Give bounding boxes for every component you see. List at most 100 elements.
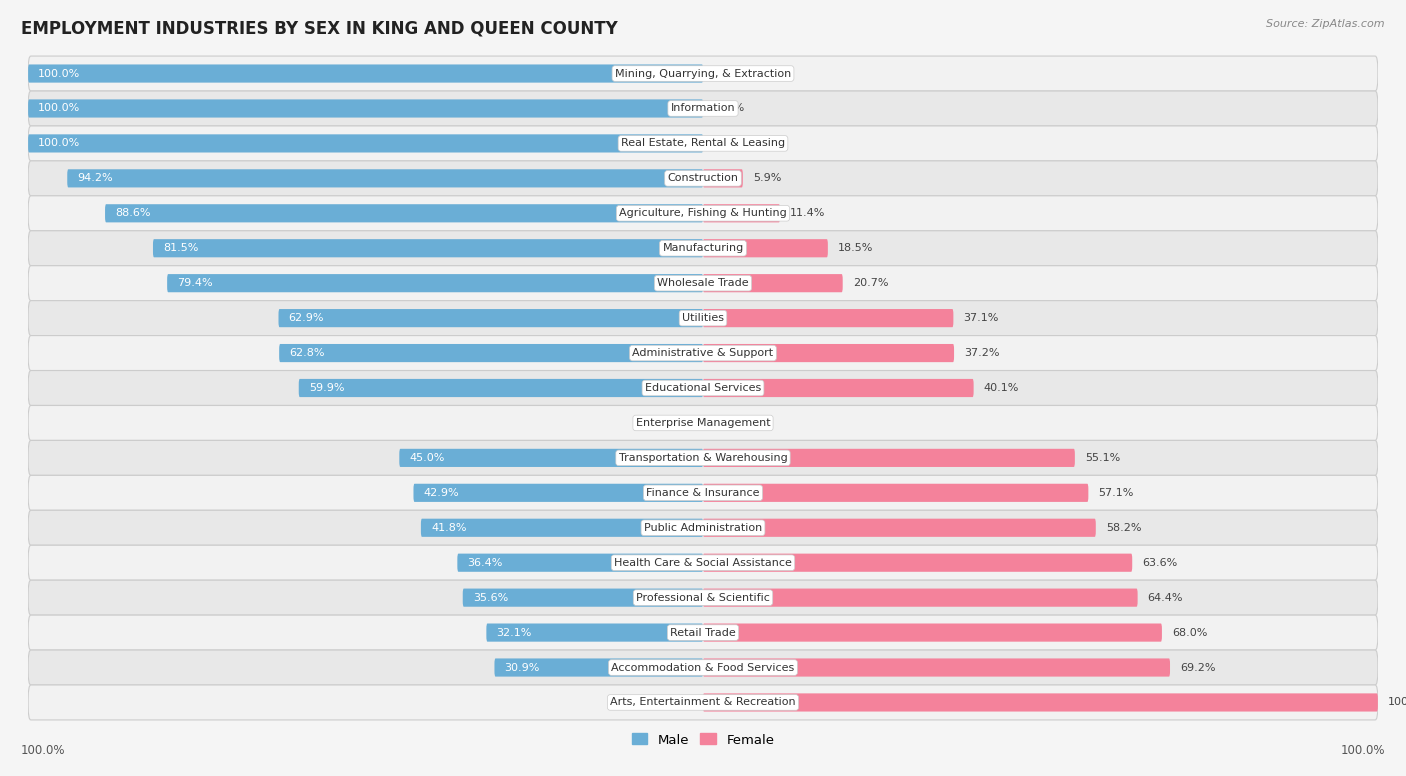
FancyBboxPatch shape [167, 274, 703, 293]
Text: 100.0%: 100.0% [38, 103, 80, 113]
FancyBboxPatch shape [703, 483, 1088, 502]
FancyBboxPatch shape [105, 204, 703, 223]
FancyBboxPatch shape [703, 239, 828, 258]
FancyBboxPatch shape [495, 659, 703, 677]
FancyBboxPatch shape [703, 518, 1095, 537]
Text: 36.4%: 36.4% [467, 558, 503, 568]
Text: EMPLOYMENT INDUSTRIES BY SEX IN KING AND QUEEN COUNTY: EMPLOYMENT INDUSTRIES BY SEX IN KING AND… [21, 19, 617, 37]
FancyBboxPatch shape [28, 134, 703, 153]
Text: 37.1%: 37.1% [963, 314, 998, 323]
Text: Health Care & Social Assistance: Health Care & Social Assistance [614, 558, 792, 568]
Text: Retail Trade: Retail Trade [671, 628, 735, 638]
Text: Construction: Construction [668, 173, 738, 183]
Text: 5.9%: 5.9% [754, 173, 782, 183]
Text: Utilities: Utilities [682, 314, 724, 323]
Text: 41.8%: 41.8% [432, 523, 467, 533]
Text: Finance & Insurance: Finance & Insurance [647, 488, 759, 498]
Text: 69.2%: 69.2% [1180, 663, 1216, 673]
Text: Wholesale Trade: Wholesale Trade [657, 278, 749, 288]
Text: 0.0%: 0.0% [717, 68, 745, 78]
Text: Public Administration: Public Administration [644, 523, 762, 533]
Text: Manufacturing: Manufacturing [662, 243, 744, 253]
Text: 32.1%: 32.1% [496, 628, 531, 638]
Text: Source: ZipAtlas.com: Source: ZipAtlas.com [1267, 19, 1385, 29]
FancyBboxPatch shape [486, 623, 703, 642]
Text: 62.9%: 62.9% [288, 314, 325, 323]
Text: Enterprise Management: Enterprise Management [636, 418, 770, 428]
Text: 0.0%: 0.0% [661, 698, 689, 708]
Text: 0.0%: 0.0% [717, 138, 745, 148]
FancyBboxPatch shape [28, 91, 1378, 126]
Text: 88.6%: 88.6% [115, 208, 150, 218]
Text: 45.0%: 45.0% [409, 453, 444, 462]
Legend: Male, Female: Male, Female [626, 728, 780, 752]
FancyBboxPatch shape [703, 344, 955, 362]
FancyBboxPatch shape [457, 553, 703, 572]
FancyBboxPatch shape [28, 406, 1378, 441]
Text: Information: Information [671, 103, 735, 113]
FancyBboxPatch shape [703, 274, 842, 293]
FancyBboxPatch shape [703, 204, 780, 223]
Text: Accommodation & Food Services: Accommodation & Food Services [612, 663, 794, 673]
Text: Arts, Entertainment & Recreation: Arts, Entertainment & Recreation [610, 698, 796, 708]
Text: 63.6%: 63.6% [1142, 558, 1178, 568]
Text: 100.0%: 100.0% [1388, 698, 1406, 708]
Text: 79.4%: 79.4% [177, 278, 212, 288]
Text: Administrative & Support: Administrative & Support [633, 348, 773, 358]
FancyBboxPatch shape [28, 300, 1378, 335]
Text: 20.7%: 20.7% [853, 278, 889, 288]
Text: 58.2%: 58.2% [1107, 523, 1142, 533]
FancyBboxPatch shape [28, 230, 1378, 265]
Text: Transportation & Warehousing: Transportation & Warehousing [619, 453, 787, 462]
Text: Professional & Scientific: Professional & Scientific [636, 593, 770, 603]
FancyBboxPatch shape [153, 239, 703, 258]
FancyBboxPatch shape [28, 335, 1378, 370]
Text: 64.4%: 64.4% [1147, 593, 1184, 603]
FancyBboxPatch shape [28, 685, 1378, 720]
Text: 18.5%: 18.5% [838, 243, 873, 253]
FancyBboxPatch shape [703, 449, 1074, 467]
Text: 100.0%: 100.0% [21, 743, 66, 757]
FancyBboxPatch shape [28, 546, 1378, 580]
Text: 11.4%: 11.4% [790, 208, 825, 218]
FancyBboxPatch shape [278, 309, 703, 327]
Text: 94.2%: 94.2% [77, 173, 112, 183]
FancyBboxPatch shape [28, 580, 1378, 615]
FancyBboxPatch shape [67, 169, 703, 188]
FancyBboxPatch shape [703, 588, 1137, 607]
Text: 40.1%: 40.1% [984, 383, 1019, 393]
Text: 62.8%: 62.8% [290, 348, 325, 358]
Text: Mining, Quarrying, & Extraction: Mining, Quarrying, & Extraction [614, 68, 792, 78]
Text: 57.1%: 57.1% [1098, 488, 1133, 498]
FancyBboxPatch shape [703, 553, 1132, 572]
FancyBboxPatch shape [703, 379, 973, 397]
FancyBboxPatch shape [703, 309, 953, 327]
Text: 0.0%: 0.0% [661, 418, 689, 428]
Text: 100.0%: 100.0% [1340, 743, 1385, 757]
Text: 30.9%: 30.9% [505, 663, 540, 673]
FancyBboxPatch shape [28, 56, 1378, 91]
Text: 100.0%: 100.0% [38, 68, 80, 78]
Text: 0.0%: 0.0% [717, 103, 745, 113]
Text: 81.5%: 81.5% [163, 243, 198, 253]
FancyBboxPatch shape [28, 126, 1378, 161]
FancyBboxPatch shape [463, 588, 703, 607]
FancyBboxPatch shape [28, 265, 1378, 300]
FancyBboxPatch shape [420, 518, 703, 537]
FancyBboxPatch shape [28, 511, 1378, 546]
Text: 68.0%: 68.0% [1173, 628, 1208, 638]
Text: Real Estate, Rental & Leasing: Real Estate, Rental & Leasing [621, 138, 785, 148]
FancyBboxPatch shape [399, 449, 703, 467]
FancyBboxPatch shape [703, 169, 742, 188]
Text: 59.9%: 59.9% [309, 383, 344, 393]
FancyBboxPatch shape [28, 476, 1378, 511]
FancyBboxPatch shape [280, 344, 703, 362]
FancyBboxPatch shape [703, 694, 1378, 712]
FancyBboxPatch shape [298, 379, 703, 397]
Text: 55.1%: 55.1% [1085, 453, 1121, 462]
FancyBboxPatch shape [28, 370, 1378, 406]
FancyBboxPatch shape [413, 483, 703, 502]
Text: 37.2%: 37.2% [965, 348, 1000, 358]
Text: Agriculture, Fishing & Hunting: Agriculture, Fishing & Hunting [619, 208, 787, 218]
FancyBboxPatch shape [28, 64, 703, 82]
